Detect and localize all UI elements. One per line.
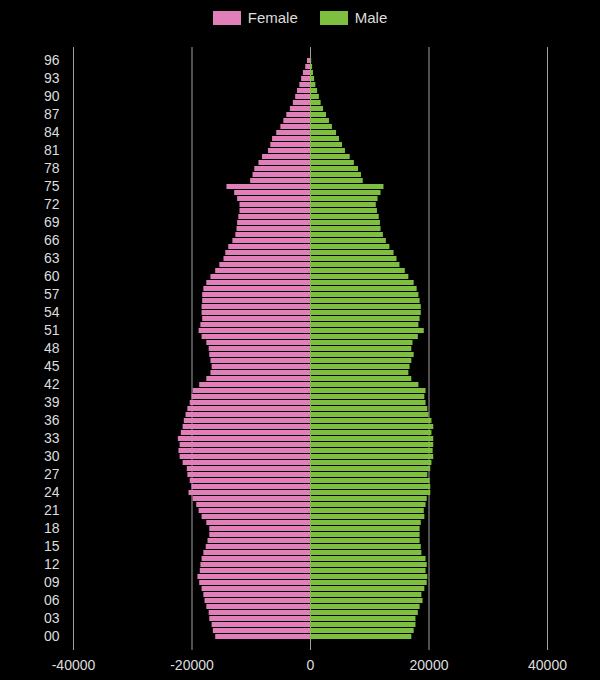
svg-text:78: 78 [44,160,60,176]
svg-text:93: 93 [44,70,60,86]
svg-text:45: 45 [44,358,60,374]
svg-text:63: 63 [44,250,60,266]
svg-text:36: 36 [44,412,60,428]
svg-text:96: 96 [44,52,60,68]
svg-text:24: 24 [44,484,60,500]
svg-text:66: 66 [44,232,60,248]
html-text:Male: Male [354,9,388,26]
svg-text:51: 51 [44,322,60,338]
svg-text:48: 48 [44,340,60,356]
svg-text:60: 60 [44,268,60,284]
html-text:Female: Female [247,9,298,26]
svg-text:27: 27 [44,466,60,482]
svg-text:72: 72 [44,196,60,212]
svg-text:84: 84 [44,124,60,140]
svg-text:75: 75 [44,178,60,194]
svg-text:57: 57 [44,286,60,302]
svg-text:87: 87 [44,106,60,122]
svg-text:0: 0 [307,657,315,673]
svg-text:54: 54 [44,304,60,320]
svg-text:03: 03 [44,610,60,626]
svg-text:42: 42 [44,376,60,392]
svg-text:-20000: -20000 [170,657,214,673]
svg-text:30: 30 [44,448,60,464]
svg-text:20000: 20000 [410,657,449,673]
svg-text:18: 18 [44,520,60,536]
svg-text:00: 00 [44,628,60,644]
svg-text:06: 06 [44,592,60,608]
svg-text:39: 39 [44,394,60,410]
svg-text:81: 81 [44,142,60,158]
svg-text:15: 15 [44,538,60,554]
svg-text:21: 21 [44,502,60,518]
svg-text:90: 90 [44,88,60,104]
svg-text:09: 09 [44,574,60,590]
svg-text:40000: 40000 [528,657,567,673]
svg-text:69: 69 [44,214,60,230]
svg-text:12: 12 [44,556,60,572]
svg-text:-40000: -40000 [52,657,96,673]
svg-text:33: 33 [44,430,60,446]
